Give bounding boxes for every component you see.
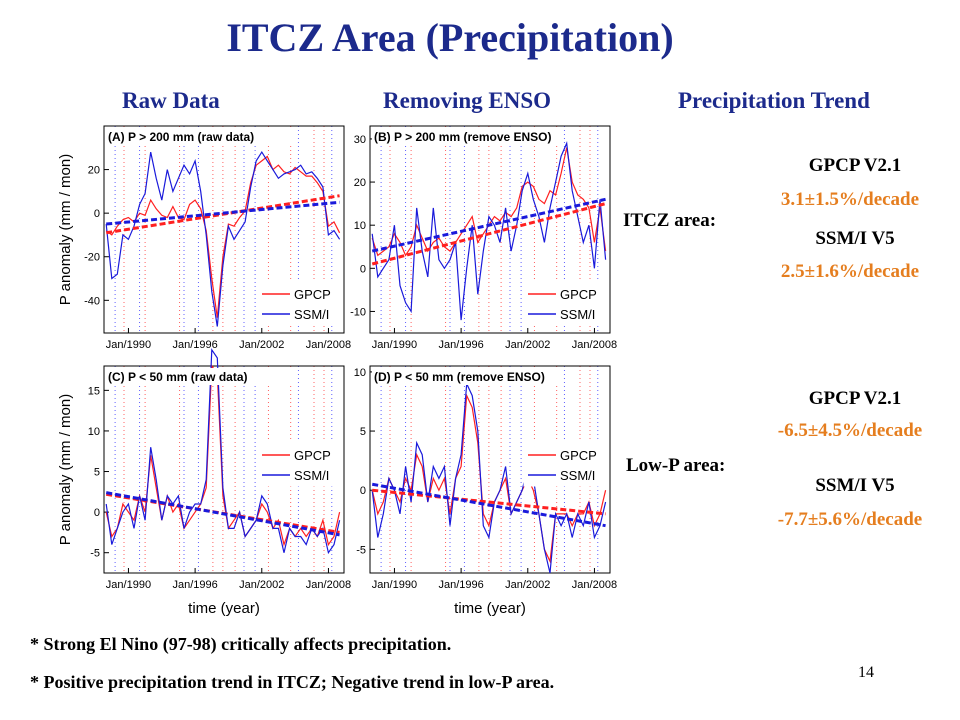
x-tick-label: Jan/2002 xyxy=(505,339,550,351)
legend-label: SSM/I xyxy=(560,307,595,322)
series-line-gpcp xyxy=(371,147,607,257)
y-axis-label: P anomaly (mm / mon) xyxy=(57,154,74,305)
lowp-gpcp-trend: -6.5±4.5%/decade xyxy=(777,420,923,441)
x-tick-label: Jan/1996 xyxy=(438,339,483,351)
legend-label: SSM/I xyxy=(294,307,329,322)
legend-label: SSM/I xyxy=(560,468,595,483)
x-tick-label: Jan/2002 xyxy=(505,579,550,591)
legend-label: GPCP xyxy=(294,287,331,302)
itcz-area-label: ITCZ area: xyxy=(623,210,717,231)
legend-label: GPCP xyxy=(560,287,597,302)
legend-label: GPCP xyxy=(560,448,597,463)
panel-title: (D) P < 50 mm (remove ENSO) xyxy=(374,370,545,384)
y-tick-label: 10 xyxy=(88,426,100,438)
chart-panel-1: -40 -20 0 20 Jan/1990 Jan/1996 Jan/2002 Jan/200… xyxy=(57,125,351,351)
column-head-precipitation-trend: Precipitation Trend xyxy=(678,88,870,113)
legend-label: GPCP xyxy=(294,448,331,463)
y-tick-label: 5 xyxy=(360,426,366,438)
column-head-raw-data: Raw Data xyxy=(122,88,220,113)
trend-line-gpcp xyxy=(372,488,606,516)
panel-title-bg xyxy=(106,128,296,145)
panel-title-bg xyxy=(106,368,296,385)
y-tick-label: 0 xyxy=(94,507,100,519)
x-tick-label: Jan/2008 xyxy=(306,579,351,591)
trend-line-ssmi xyxy=(105,491,340,537)
trend-line-ssmi xyxy=(371,197,606,253)
x-tick-label: Jan/2008 xyxy=(572,579,617,591)
x-tick-label: Jan/2002 xyxy=(239,339,284,351)
itcz-gpcp-name: GPCP V2.1 xyxy=(808,155,902,176)
plot-frame xyxy=(103,365,345,574)
panel-title: (A) P > 200 mm (raw data) xyxy=(108,130,254,144)
y-tick-label: -5 xyxy=(90,548,100,560)
x-axis-label: time (year) xyxy=(188,600,260,617)
y-axis-label: P anomaly (mm / mon) xyxy=(57,394,74,545)
y-tick-label: 0 xyxy=(360,263,366,275)
x-tick-label: Jan/1996 xyxy=(438,579,483,591)
legend-box xyxy=(523,441,607,487)
chart-panel-3: -5 0 5 10 15 Jan/1990 Jan/1996 Jan/2002 Jan/2008… xyxy=(57,347,351,617)
y-tick-label: 15 xyxy=(88,385,100,397)
y-tick-label: 0 xyxy=(94,208,100,220)
series-line-ssmi xyxy=(105,347,341,555)
legend-box xyxy=(257,441,341,487)
panel-title-bg xyxy=(372,368,562,385)
series-line-gpcp xyxy=(105,155,341,318)
y-tick-label: 10 xyxy=(354,367,366,379)
y-tick-label: -40 xyxy=(84,295,100,307)
x-tick-label: Jan/1996 xyxy=(172,339,217,351)
plot-frame xyxy=(369,365,611,574)
panel-title: (B) P > 200 mm (remove ENSO) xyxy=(374,130,552,144)
x-tick-label: Jan/1990 xyxy=(106,579,151,591)
plot-frame xyxy=(103,125,345,334)
y-tick-label: -10 xyxy=(350,306,366,318)
lowp-gpcp-name: GPCP V2.1 xyxy=(808,388,902,409)
low-p-area-label: Low-P area: xyxy=(626,455,726,476)
panel-title-bg xyxy=(372,128,562,145)
column-head-removing-enso: Removing ENSO xyxy=(383,88,552,113)
x-tick-label: Jan/1990 xyxy=(106,339,151,351)
y-tick-label: -5 xyxy=(356,544,366,556)
x-tick-label: Jan/1990 xyxy=(372,579,417,591)
chart-panel-2: -10 0 10 20 30 Jan/1990 Jan/1996 Jan/2002 Jan/20… xyxy=(350,125,617,351)
series-line-ssmi xyxy=(105,150,341,327)
series-line-ssmi xyxy=(371,141,607,321)
y-tick-label: 0 xyxy=(360,485,366,497)
x-tick-label: Jan/1996 xyxy=(172,579,217,591)
x-tick-label: Jan/1990 xyxy=(372,339,417,351)
lowp-ssmi-name: SSM/I V5 xyxy=(815,475,895,496)
note-el-nino: * Strong El Nino (97-98) critically affe… xyxy=(30,634,452,654)
itcz-ssmi-trend: 2.5±1.6%/decade xyxy=(780,261,920,282)
y-tick-label: 30 xyxy=(354,134,366,146)
plot-frame xyxy=(369,125,611,334)
x-tick-label: Jan/2002 xyxy=(239,579,284,591)
x-axis-label: time (year) xyxy=(454,600,526,617)
slide-title: ITCZ Area (Precipitation) xyxy=(226,15,674,60)
y-tick-label: 20 xyxy=(88,165,100,177)
y-tick-label: 10 xyxy=(354,220,366,232)
note-trend: * Positive precipitation trend in ITCZ; … xyxy=(30,672,555,692)
panel-title: (C) P < 50 mm (raw data) xyxy=(108,370,248,384)
series-line-gpcp xyxy=(105,364,341,547)
trend-line-gpcp xyxy=(371,202,606,266)
itcz-ssmi-name: SSM/I V5 xyxy=(815,228,895,249)
legend-box xyxy=(523,280,607,326)
trend-line-ssmi xyxy=(371,482,606,528)
itcz-gpcp-trend: 3.1±1.5%/decade xyxy=(780,189,920,210)
y-tick-label: -20 xyxy=(84,252,100,264)
trend-line-ssmi xyxy=(106,200,340,226)
legend-box xyxy=(257,280,341,326)
lowp-ssmi-trend: -7.7±5.6%/decade xyxy=(777,509,923,530)
chart-panel-4: -5 0 5 10 Jan/1990 Jan/1996 Jan/2002 Jan/2008 (D… xyxy=(354,365,617,617)
x-tick-label: Jan/2008 xyxy=(306,339,351,351)
legend-label: SSM/I xyxy=(294,468,329,483)
x-tick-label: Jan/2008 xyxy=(572,339,617,351)
y-tick-label: 5 xyxy=(94,467,100,479)
series-line-ssmi xyxy=(371,381,607,574)
page-number: 14 xyxy=(858,664,874,681)
y-tick-label: 20 xyxy=(354,177,366,189)
